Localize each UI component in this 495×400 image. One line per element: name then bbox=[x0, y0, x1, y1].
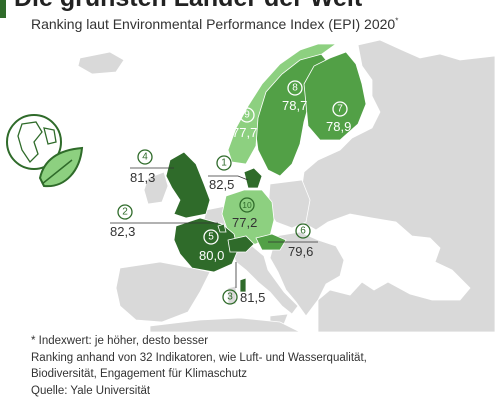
denmark-shape bbox=[243, 167, 263, 189]
ranked-countries bbox=[165, 43, 367, 293]
rank-number-8: 8 bbox=[292, 83, 298, 94]
globe-island-icon bbox=[43, 127, 57, 145]
rank-badge-6 bbox=[295, 223, 311, 239]
norway-shape bbox=[227, 43, 338, 165]
rank-label-4: 4 81,3 bbox=[130, 149, 174, 185]
footnote-method-line1: Ranking anhand von 32 Indikatoren, wie L… bbox=[31, 351, 367, 364]
rank-label-6: 6 79,6 bbox=[268, 223, 318, 259]
rank-badge-1 bbox=[216, 155, 232, 171]
rank-value-3: 81,5 bbox=[240, 290, 265, 305]
rank-number-6: 6 bbox=[300, 226, 306, 237]
footnote-method-line2: Biodiversität, Engagement für Klimaschut… bbox=[31, 368, 248, 380]
rank-badge-7 bbox=[332, 101, 348, 117]
rank-label-3: 3 81,5 bbox=[222, 262, 265, 305]
globe-continent-icon bbox=[17, 121, 43, 164]
rank-badge-2 bbox=[117, 204, 133, 220]
page-title: Die grünsten Länder der Welt bbox=[14, 0, 362, 13]
leaf-vein-icon bbox=[41, 159, 73, 185]
rank-badge-8 bbox=[287, 80, 303, 96]
rank-number-4: 4 bbox=[142, 152, 148, 163]
rank-number-7: 7 bbox=[337, 104, 343, 115]
corsica-shape bbox=[239, 277, 247, 293]
rank-value-7: 78,9 bbox=[326, 119, 351, 134]
rank-number-1: 1 bbox=[221, 158, 227, 169]
ireland-landmass bbox=[143, 171, 169, 205]
uk-shape bbox=[165, 151, 211, 219]
footer-notes: * Indexwert: je höher, desto besser Rank… bbox=[31, 333, 367, 399]
rank-badge-10 bbox=[239, 197, 255, 213]
rank-label-8: 8 78,7 bbox=[282, 80, 307, 113]
iberia-landmass bbox=[115, 261, 211, 323]
rank-badge-9 bbox=[239, 107, 255, 123]
rank-label-10: 10 77,2 bbox=[232, 197, 257, 230]
subtitle-footnote-marker: * bbox=[395, 16, 399, 26]
north-africa-landmass bbox=[149, 317, 301, 332]
luxembourg-shape bbox=[217, 223, 227, 233]
page-subtitle: Ranking laut Environmental Performance I… bbox=[31, 16, 398, 32]
title-accent-bar bbox=[0, 0, 6, 18]
rank-label-1: 1 82,5 bbox=[208, 155, 249, 192]
italy-landmass bbox=[231, 245, 299, 315]
balkans-landmass bbox=[269, 231, 345, 317]
rank-value-9: 77,7 bbox=[232, 125, 257, 140]
rank-value-4: 81,3 bbox=[130, 170, 155, 185]
rank-value-8: 78,7 bbox=[282, 98, 307, 113]
rank-badge-4 bbox=[137, 149, 153, 165]
subtitle-text: Ranking laut Environmental Performance I… bbox=[31, 16, 396, 32]
rank-label-2: 2 82,3 bbox=[110, 204, 218, 239]
rank-value-1: 82,5 bbox=[209, 177, 234, 192]
rank-number-10: 10 bbox=[242, 200, 252, 210]
rank-value-10: 77,2 bbox=[232, 215, 257, 230]
switzerland-shape bbox=[227, 235, 255, 253]
base-land bbox=[77, 39, 495, 332]
rank-leader-1 bbox=[208, 175, 249, 181]
rank-number-9: 9 bbox=[244, 110, 250, 121]
rank-value-2: 82,3 bbox=[110, 224, 135, 239]
rank-value-6: 79,6 bbox=[288, 244, 313, 259]
source-note: Quelle: Yale Universität bbox=[31, 384, 151, 397]
rank-number-3: 3 bbox=[227, 292, 233, 303]
rank-label-5: 5 80,0 bbox=[199, 229, 224, 263]
eastern-europe-landmass bbox=[299, 39, 495, 332]
rank-label-7: 7 78,9 bbox=[326, 101, 351, 134]
rank-value-5: 80,0 bbox=[199, 248, 224, 263]
rank-badge-5 bbox=[203, 229, 219, 245]
europe-map: 1 82,5 2 82,3 3 81,5 4 81,3 5 80,0 6 79,… bbox=[0, 36, 495, 332]
footnote-index: * Indexwert: je höher, desto besser bbox=[31, 335, 209, 347]
finland-shape bbox=[303, 51, 367, 141]
rank-badge-3 bbox=[222, 289, 238, 305]
rank-number-5: 5 bbox=[208, 232, 214, 243]
globe-leaf-icon bbox=[6, 114, 84, 188]
rank-number-2: 2 bbox=[122, 207, 128, 218]
rank-label-9: 9 77,7 bbox=[232, 107, 257, 140]
iceland-landmass bbox=[77, 51, 125, 75]
